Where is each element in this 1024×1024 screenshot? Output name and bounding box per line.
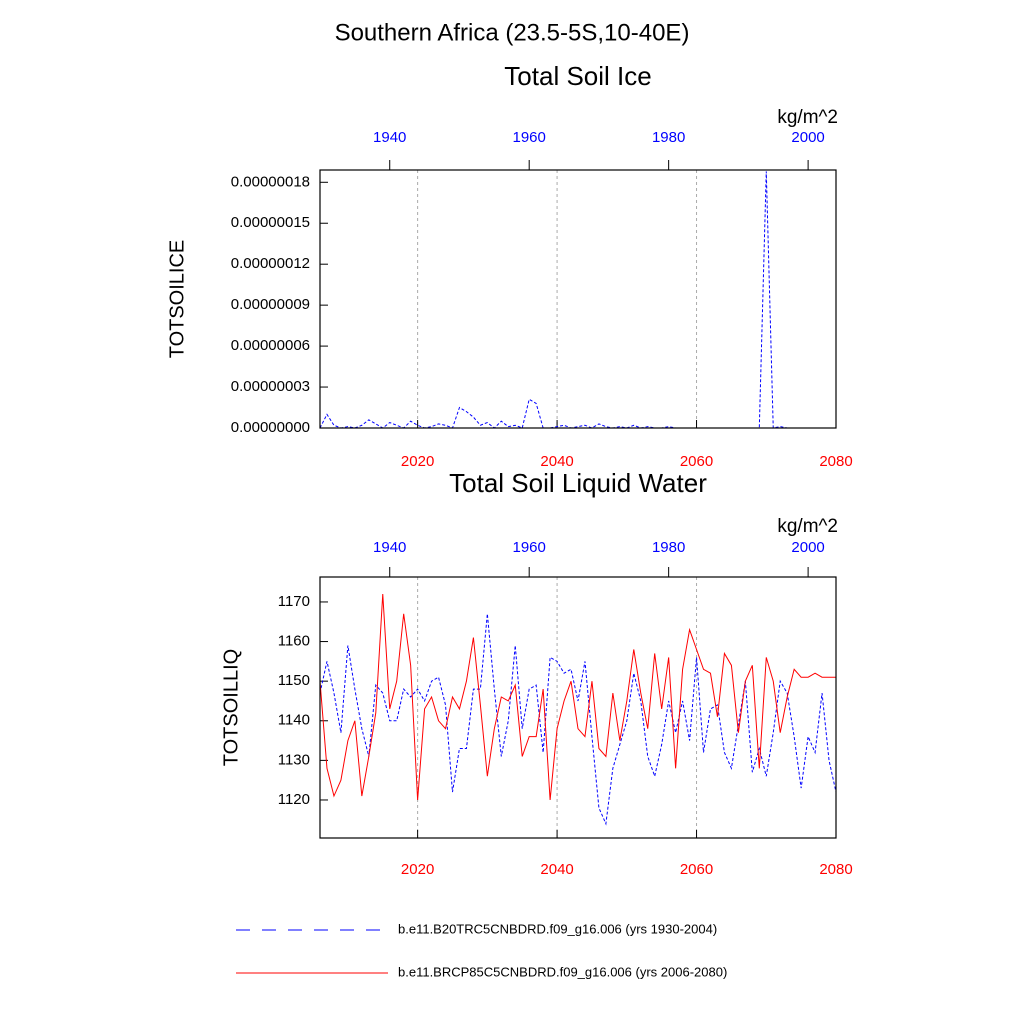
x-tick-label: 2040: [540, 861, 573, 878]
y-tick-label: 1120: [278, 791, 310, 808]
units-label: kg/m^2: [777, 516, 838, 537]
units-label: kg/m^2: [777, 107, 838, 128]
plot-frame: [319, 169, 837, 429]
x2-tick-label: 1960: [513, 129, 546, 146]
y-tick-label: 0.00000015: [231, 214, 310, 231]
y-tick-label: 0.00000006: [231, 337, 310, 354]
x2-tick-label: 2000: [791, 539, 824, 556]
y-tick-label: 1160: [278, 633, 310, 650]
data-line: [319, 593, 836, 801]
x2-tick-label: 1960: [513, 539, 546, 556]
y-tick-label: 1130: [278, 751, 310, 768]
y-tick-label: 0.00000003: [231, 378, 310, 395]
x-tick-label: 2060: [680, 861, 713, 878]
y-tick-label: 0.00000012: [231, 255, 310, 272]
y-tick-label: 1170: [278, 593, 310, 610]
y-tick-label: 1140: [278, 712, 310, 729]
legend-label: b.e11.B20TRC5CNBDRD.f09_g16.006 (yrs 193…: [398, 921, 717, 936]
y-axis-label: TOTSOILICE: [166, 240, 188, 359]
x-tick-label: 2080: [819, 861, 852, 878]
x-tick-label: 2020: [401, 453, 434, 470]
x-tick-label: 2040: [540, 453, 573, 470]
x-tick-label: 2080: [819, 453, 852, 470]
legend-label: b.e11.BRCP85C5CNBDRD.f09_g16.006 (yrs 20…: [398, 964, 727, 979]
x-tick-label: 2020: [401, 861, 434, 878]
x2-tick-label: 1980: [652, 539, 685, 556]
x2-tick-label: 1940: [373, 129, 406, 146]
x-tick-label: 2060: [680, 453, 713, 470]
data-line: [319, 613, 837, 826]
x2-tick-label: 1940: [373, 539, 406, 556]
data-line: [319, 171, 836, 429]
x2-tick-label: 2000: [791, 129, 824, 146]
y-tick-label: 0.00000018: [231, 173, 310, 190]
y-tick-label: 1150: [278, 672, 310, 689]
chart-title: Total Soil Liquid Water: [449, 468, 707, 498]
y-tick-label: 0.00000009: [231, 296, 310, 313]
figure-title: Southern Africa (23.5-5S,10-40E): [335, 19, 690, 46]
x2-tick-label: 1980: [652, 129, 685, 146]
plot-frame: [319, 576, 837, 839]
chart-title: Total Soil Ice: [504, 61, 651, 91]
y-tick-label: 0.00000000: [231, 419, 310, 436]
y-axis-label: TOTSOILLIQ: [220, 649, 242, 766]
